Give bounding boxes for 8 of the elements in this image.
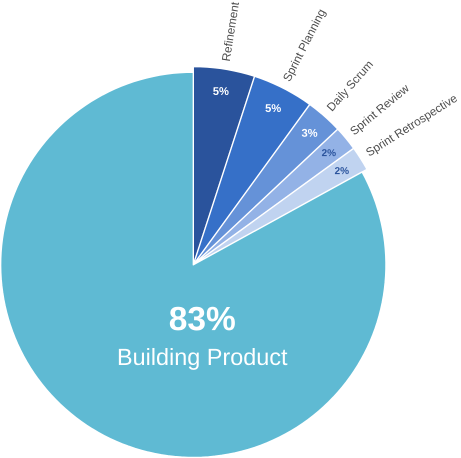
data-label: 5% [265, 104, 281, 112]
slice-label: Refinement [222, 2, 240, 61]
data-label: 83% [170, 306, 235, 330]
slice-label: Building Product [118, 348, 288, 370]
data-label: 2% [322, 149, 336, 156]
data-label: 2% [334, 167, 349, 174]
data-label: 3% [302, 128, 318, 137]
data-label: 5% [213, 87, 229, 95]
